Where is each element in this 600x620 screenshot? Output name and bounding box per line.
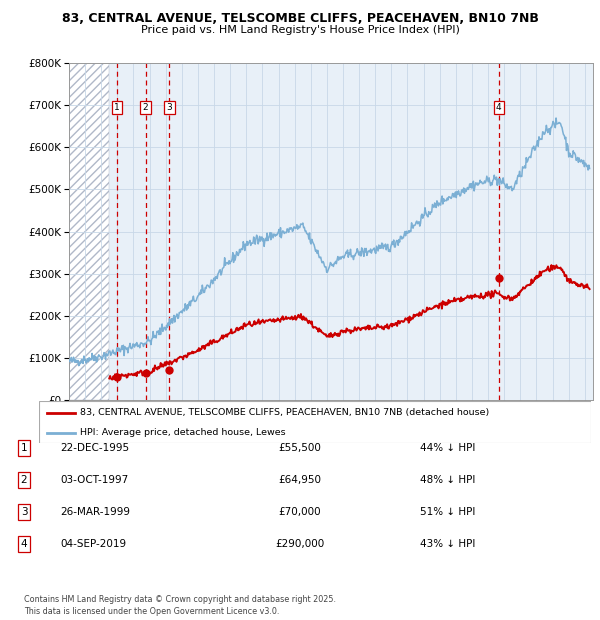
Text: 43% ↓ HPI: 43% ↓ HPI bbox=[420, 539, 475, 549]
Text: Price paid vs. HM Land Registry's House Price Index (HPI): Price paid vs. HM Land Registry's House … bbox=[140, 25, 460, 35]
Text: £64,950: £64,950 bbox=[278, 475, 322, 485]
Text: £290,000: £290,000 bbox=[275, 539, 325, 549]
Text: 4: 4 bbox=[496, 103, 502, 112]
Text: 22-DEC-1995: 22-DEC-1995 bbox=[60, 443, 129, 453]
Text: 48% ↓ HPI: 48% ↓ HPI bbox=[420, 475, 475, 485]
Text: 04-SEP-2019: 04-SEP-2019 bbox=[60, 539, 126, 549]
Text: 1: 1 bbox=[114, 103, 120, 112]
Text: HPI: Average price, detached house, Lewes: HPI: Average price, detached house, Lewe… bbox=[80, 428, 286, 437]
Text: 26-MAR-1999: 26-MAR-1999 bbox=[60, 507, 130, 517]
Text: 4: 4 bbox=[20, 539, 28, 549]
Text: 44% ↓ HPI: 44% ↓ HPI bbox=[420, 443, 475, 453]
Text: 83, CENTRAL AVENUE, TELSCOMBE CLIFFS, PEACEHAVEN, BN10 7NB (detached house): 83, CENTRAL AVENUE, TELSCOMBE CLIFFS, PE… bbox=[80, 409, 490, 417]
Text: 3: 3 bbox=[167, 103, 172, 112]
Text: Contains HM Land Registry data © Crown copyright and database right 2025.
This d: Contains HM Land Registry data © Crown c… bbox=[24, 595, 336, 616]
Text: 1: 1 bbox=[20, 443, 28, 453]
Text: 2: 2 bbox=[143, 103, 148, 112]
Text: 03-OCT-1997: 03-OCT-1997 bbox=[60, 475, 128, 485]
Text: 3: 3 bbox=[20, 507, 28, 517]
Text: £70,000: £70,000 bbox=[278, 507, 322, 517]
Text: 83, CENTRAL AVENUE, TELSCOMBE CLIFFS, PEACEHAVEN, BN10 7NB: 83, CENTRAL AVENUE, TELSCOMBE CLIFFS, PE… bbox=[62, 12, 538, 25]
Bar bbox=[69, 63, 109, 400]
Text: £55,500: £55,500 bbox=[278, 443, 322, 453]
Text: 51% ↓ HPI: 51% ↓ HPI bbox=[420, 507, 475, 517]
Text: 2: 2 bbox=[20, 475, 28, 485]
